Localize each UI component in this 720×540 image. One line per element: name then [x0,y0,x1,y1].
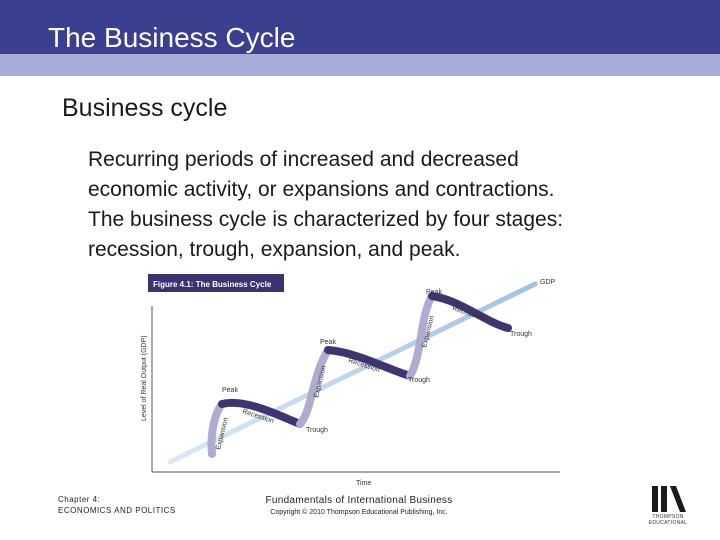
recession-segment [324,346,414,380]
trough-label: Trough [510,331,532,338]
figure-caption: Figure 4.1: The Business Cycle [153,280,272,289]
title-bar [0,0,720,54]
business-cycle-figure: Figure 4.1: The Business Cycle Level of … [130,266,580,496]
expansion-segment [296,346,332,428]
logo-wordmark: THOMPSON EDUCATIONAL [645,514,691,526]
expansion-segment [406,292,436,380]
figure-caption-box [148,274,284,292]
body-line: recession, trough, expansion, and peak. [88,238,461,261]
gdp-label: GDP [540,279,556,286]
book-title: Fundamentals of International Business [265,495,453,506]
trough-label: Trough [408,377,430,384]
chapter-title: ECONOMICS AND POLITICS [58,506,176,515]
recession-segment [428,292,512,332]
slide-heading: Business cycle [62,94,228,122]
footer-book: Fundamentals of International Business C… [228,495,490,519]
slide-title: The Business Cycle [48,22,296,53]
x-axis-label: Time [356,480,371,487]
chapter-number: Chapter 4: [58,495,101,504]
logo-text-line: EDUCATIONAL [648,520,688,526]
peak-label: Peak [222,387,238,394]
publisher-logo [652,486,686,512]
business-cycle-diagram: Figure 4.1: The Business Cycle Level of … [141,274,560,487]
y-axis-label: Level of Real Output (GDP) [141,335,148,421]
logo-text-line: THOMPSON [652,514,684,520]
slide-body: Recurring periods of increased and decre… [88,145,668,265]
footer-chapter: Chapter 4: ECONOMICS AND POLITICS [58,494,176,516]
trough-label: Trough [306,427,328,434]
title-stripe [0,54,720,76]
peak-label: Peak [320,339,336,346]
body-line: Recurring periods of increased and decre… [88,148,519,171]
recession-segment [218,398,304,428]
peak-label: Peak [426,289,442,296]
body-line: The business cycle is characterized by f… [88,208,564,231]
body-line: economic activity, or expansions and con… [88,178,555,201]
copyright: Copyright © 2010 Thompson Educational Pu… [270,509,448,516]
